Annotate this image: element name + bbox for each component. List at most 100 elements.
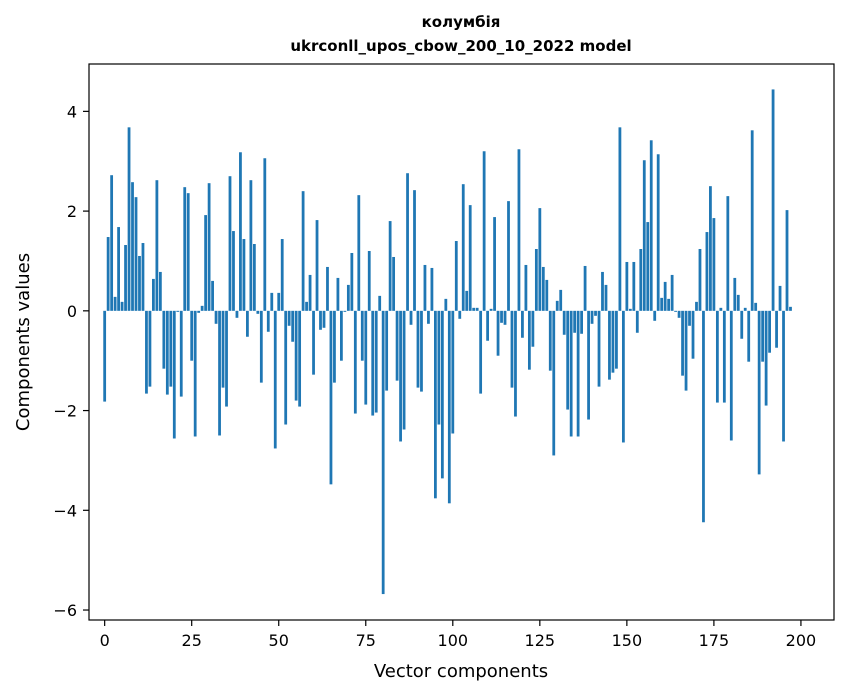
bar-196: [785, 210, 789, 311]
bar-107: [475, 307, 479, 311]
bar-39: [239, 152, 242, 311]
bar-160: [660, 297, 664, 311]
bar-80: [381, 310, 385, 595]
bar-37: [232, 231, 235, 311]
bar-100: [451, 310, 455, 434]
bar-175: [712, 218, 716, 311]
bar-106: [472, 307, 476, 311]
bar-38: [235, 310, 239, 318]
bar-16: [158, 271, 162, 311]
bar-112: [493, 217, 496, 311]
bar-141: [594, 310, 597, 316]
bar-51: [280, 239, 284, 311]
bar-178: [722, 310, 726, 403]
bar-25: [190, 310, 194, 361]
bar-64: [326, 266, 329, 311]
bar-29: [204, 215, 208, 311]
bar-122: [527, 310, 531, 370]
bar-167: [684, 310, 688, 391]
y-axis-ticks: −6 −4 −2 0 2 4: [53, 102, 89, 620]
bar-14: [152, 278, 155, 311]
y-axis-label: Components values: [13, 253, 34, 431]
bar-67: [336, 277, 340, 311]
chart-subtitle: ukrconll_upos_cbow_200_10_2022 model: [290, 37, 631, 55]
bar-5: [120, 301, 124, 311]
bar-161: [663, 281, 667, 311]
bar-146: [611, 310, 615, 373]
bar-41: [246, 310, 249, 337]
bar-47: [266, 310, 270, 332]
bar-164: [674, 310, 677, 312]
chart-title: колумбія: [422, 13, 501, 31]
bar-63: [322, 310, 326, 328]
bar-197: [789, 306, 792, 311]
bar-137: [580, 310, 583, 334]
bar-104: [465, 290, 469, 311]
bar-193: [775, 310, 778, 348]
bar-49: [273, 310, 277, 449]
bar-66: [333, 310, 336, 383]
bar-138: [583, 265, 587, 311]
bar-152: [632, 261, 636, 311]
bar-56: [298, 310, 302, 407]
x-tick-label: 0: [100, 631, 110, 650]
bar-24: [186, 193, 190, 311]
bar-46: [263, 158, 267, 311]
bar-6: [124, 245, 127, 311]
bar-81: [385, 310, 389, 391]
bar-36: [228, 176, 232, 311]
bar-130: [555, 300, 559, 311]
bar-115: [503, 310, 507, 325]
bar-102: [458, 310, 462, 319]
bar-85: [399, 310, 402, 442]
bar-125: [538, 208, 542, 311]
bar-129: [552, 310, 556, 456]
bar-45: [259, 310, 263, 383]
bar-188: [757, 310, 761, 475]
bar-86: [402, 310, 406, 430]
y-tick-label: 4: [67, 102, 77, 121]
bar-82: [388, 221, 392, 311]
bar-181: [733, 277, 737, 311]
plot-frame: [88, 63, 835, 621]
bar-186: [750, 130, 754, 311]
bar-55: [294, 310, 298, 401]
bar-126: [541, 266, 545, 311]
bar-26: [193, 310, 197, 437]
bar-140: [590, 310, 594, 324]
bar-9: [134, 197, 138, 311]
bar-34: [221, 310, 225, 388]
bar-176: [715, 310, 719, 403]
bar-72: [353, 310, 357, 414]
bar-114: [500, 310, 503, 323]
bar-22: [179, 310, 183, 397]
bar-83: [392, 256, 396, 311]
bar-77: [371, 310, 375, 416]
bar-11: [141, 243, 145, 311]
bar-142: [597, 310, 601, 387]
bar-20: [172, 310, 176, 439]
bar-184: [743, 307, 747, 311]
bar-84: [395, 310, 399, 381]
bar-50: [277, 292, 281, 311]
bar-68: [340, 310, 343, 361]
y-tick-label: −6: [53, 601, 77, 620]
bar-40: [242, 239, 246, 311]
bar-43: [252, 244, 256, 311]
bar-74: [360, 310, 364, 361]
bar-108: [479, 310, 483, 394]
bar-42: [249, 180, 253, 311]
bar-98: [444, 298, 448, 311]
bar-7: [127, 127, 131, 311]
x-tick-label: 200: [786, 631, 817, 650]
bar-48: [270, 292, 274, 311]
bar-90: [416, 310, 420, 388]
bar-136: [576, 310, 580, 437]
bar-99: [447, 310, 451, 504]
bar-101: [454, 241, 458, 311]
bar-195: [782, 310, 785, 442]
bar-127: [545, 279, 549, 311]
bar-31: [211, 280, 214, 311]
bar-105: [468, 205, 472, 311]
